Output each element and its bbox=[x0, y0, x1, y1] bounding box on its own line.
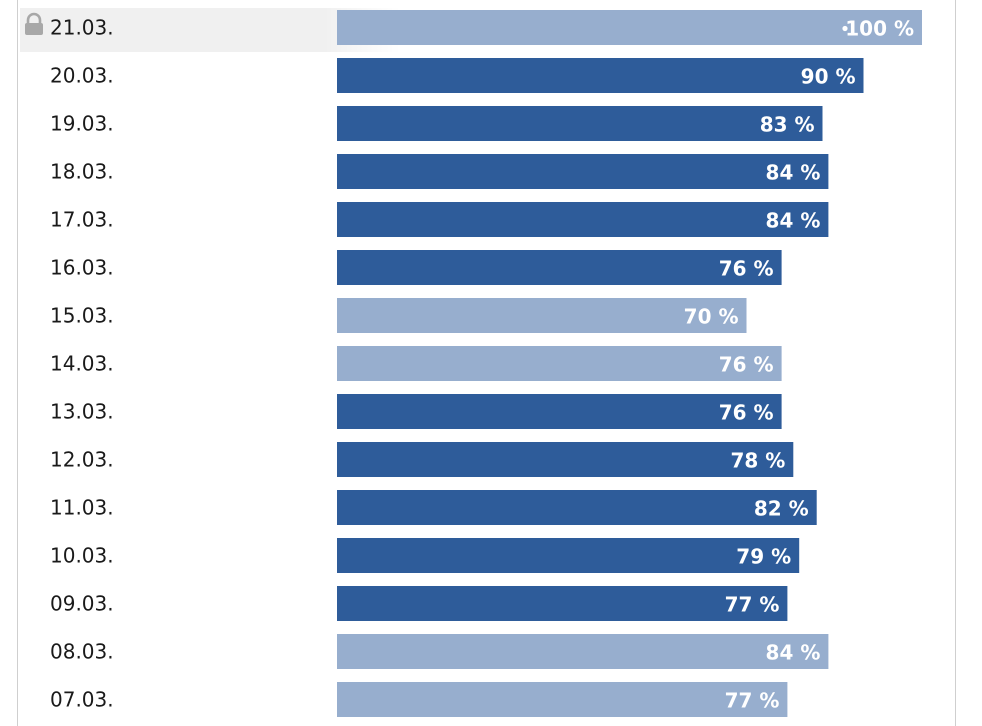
bar[interactable] bbox=[337, 298, 747, 333]
bar[interactable] bbox=[337, 538, 800, 573]
value-label: 82 % bbox=[754, 497, 809, 521]
bar[interactable] bbox=[337, 250, 782, 285]
value-label: 76 % bbox=[719, 353, 774, 377]
category-label: 10.03. bbox=[50, 544, 114, 568]
value-label: 77 % bbox=[725, 593, 780, 617]
value-label: 84 % bbox=[766, 209, 821, 233]
bar[interactable] bbox=[337, 586, 788, 621]
lock-icon bbox=[25, 12, 43, 35]
value-label: 79 % bbox=[736, 545, 791, 569]
bar[interactable] bbox=[337, 394, 782, 429]
category-label: 12.03. bbox=[50, 448, 114, 472]
bar[interactable] bbox=[337, 202, 829, 237]
frame-right-border bbox=[955, 0, 956, 726]
frame-left-border bbox=[17, 0, 18, 726]
bar[interactable] bbox=[337, 346, 782, 381]
category-label: 20.03. bbox=[50, 64, 114, 88]
dot-marker-icon bbox=[842, 25, 848, 32]
category-label: 16.03. bbox=[50, 256, 114, 280]
value-label: 83 % bbox=[760, 113, 815, 137]
category-label: 17.03. bbox=[50, 208, 114, 232]
value-label: 70 % bbox=[684, 305, 739, 329]
value-label: 84 % bbox=[766, 161, 821, 185]
value-label: 84 % bbox=[766, 641, 821, 665]
category-label: 09.03. bbox=[50, 592, 114, 616]
category-label: 21.03. bbox=[50, 16, 114, 40]
category-label: 19.03. bbox=[50, 112, 114, 136]
bar[interactable] bbox=[337, 154, 829, 189]
value-label: 100 % bbox=[845, 17, 914, 41]
category-label: 15.03. bbox=[50, 304, 114, 328]
value-label: 76 % bbox=[719, 401, 774, 425]
category-label: 18.03. bbox=[50, 160, 114, 184]
category-label: 13.03. bbox=[50, 400, 114, 424]
bar[interactable] bbox=[337, 10, 922, 45]
value-label: 78 % bbox=[730, 449, 785, 473]
bar[interactable] bbox=[337, 490, 817, 525]
bar[interactable] bbox=[337, 106, 823, 141]
category-label: 08.03. bbox=[50, 640, 114, 664]
category-label: 14.03. bbox=[50, 352, 114, 376]
bar[interactable] bbox=[337, 634, 829, 669]
bar[interactable] bbox=[337, 58, 864, 93]
value-label: 77 % bbox=[725, 689, 780, 713]
value-label: 76 % bbox=[719, 257, 774, 281]
value-label: 90 % bbox=[801, 65, 856, 89]
bar[interactable] bbox=[337, 682, 788, 717]
category-label: 07.03. bbox=[50, 688, 114, 712]
selected-row-highlight bbox=[20, 8, 400, 52]
bar[interactable] bbox=[337, 442, 794, 477]
category-label: 11.03. bbox=[50, 496, 114, 520]
